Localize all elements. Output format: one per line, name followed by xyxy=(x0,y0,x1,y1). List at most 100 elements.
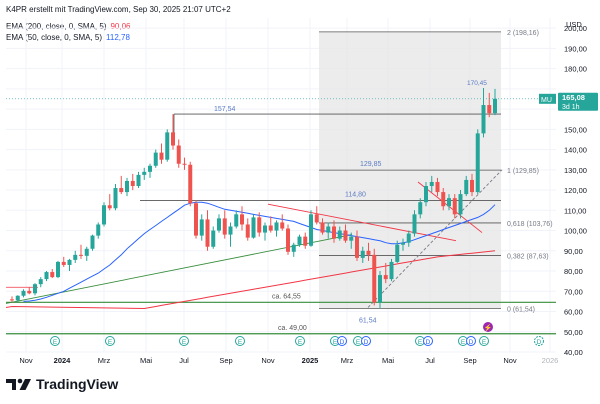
earnings-marker[interactable] xyxy=(479,336,489,346)
candle-body xyxy=(21,290,26,296)
candle-body xyxy=(470,179,474,193)
y-tick-label: 140,00 xyxy=(564,146,587,155)
candle-body xyxy=(395,244,400,262)
event-marker-label: E xyxy=(461,339,466,346)
tradingview-logo-icon xyxy=(6,378,31,390)
event-marker-label: E xyxy=(356,339,361,346)
support-label-4900: ca. 49,00 xyxy=(278,325,307,332)
candle-body xyxy=(142,171,147,175)
candle-body xyxy=(303,236,308,246)
candle-body xyxy=(429,181,434,187)
candle-body xyxy=(389,261,394,280)
candle-body xyxy=(487,105,492,114)
candle-body xyxy=(148,165,152,172)
candle-body xyxy=(245,224,250,238)
candle-body xyxy=(119,188,124,193)
candle-body xyxy=(182,163,187,165)
candle-body xyxy=(136,174,141,187)
candle-body xyxy=(401,242,405,245)
candle-body xyxy=(309,214,313,246)
split-event-icon[interactable] xyxy=(483,322,493,332)
candle-body xyxy=(406,233,411,243)
y-tick-label: 80,00 xyxy=(564,267,583,276)
earnings-marker[interactable] xyxy=(295,336,305,346)
candle-body xyxy=(326,226,331,233)
dividend-marker[interactable] xyxy=(423,336,433,346)
event-marker-label: E xyxy=(108,339,113,346)
x-tick-label: Sep xyxy=(219,356,232,365)
candle-body xyxy=(458,194,463,215)
candle-body xyxy=(493,98,497,114)
fibonacci-level-label: 0,382 (87,63) xyxy=(507,254,549,261)
tradingview-logo-text: TradingView xyxy=(36,376,119,392)
candle-body xyxy=(199,219,204,236)
price-tag-interval: 3d 1h xyxy=(562,104,580,111)
candle-body xyxy=(67,259,72,265)
candle-body xyxy=(286,228,290,252)
candle-body xyxy=(188,164,193,204)
candle-body xyxy=(355,236,359,258)
candle-body xyxy=(79,254,83,256)
candle-body xyxy=(113,188,118,209)
candle-body xyxy=(125,180,129,193)
ema50-legend[interactable]: EMA (50, close, 0, SMA, 5) 112,78 xyxy=(6,33,130,42)
y-tick-label: 60,00 xyxy=(564,308,583,317)
event-marker-label: D xyxy=(340,339,345,346)
x-tick-label: Nov xyxy=(503,356,517,365)
candle-body xyxy=(153,152,158,166)
candle-body xyxy=(84,248,89,256)
earnings-marker[interactable] xyxy=(105,336,115,346)
candle-body xyxy=(33,284,37,294)
y-tick-label: 150,00 xyxy=(564,125,587,134)
dividend-marker[interactable] xyxy=(466,336,476,346)
x-tick-label: 2025 xyxy=(302,356,319,365)
x-tick-label: 2024 xyxy=(54,356,72,365)
candle-body xyxy=(194,203,198,236)
level-label-11480: 114,80 xyxy=(345,192,366,199)
candle-body xyxy=(481,105,486,134)
low-annotation: 61,54 xyxy=(359,317,377,324)
ticker-tag[interactable] xyxy=(539,93,556,104)
event-marker-label: D xyxy=(364,339,369,346)
candle-body xyxy=(314,214,319,223)
x-tick-label: Mai xyxy=(382,356,394,365)
earnings-marker[interactable] xyxy=(534,336,544,346)
candle-body xyxy=(222,218,227,235)
event-marker-label: E xyxy=(182,339,187,346)
earnings-marker[interactable] xyxy=(50,336,60,346)
earnings-marker[interactable] xyxy=(179,336,189,346)
candle-body xyxy=(297,236,302,245)
fib-one-label: 129,85 xyxy=(360,161,382,168)
lightning-icon: ⚡ xyxy=(484,323,493,332)
candle-body xyxy=(234,214,239,227)
ema50-label: EMA (50, close, 0, SMA, 5) xyxy=(6,33,103,42)
fibonacci-level-label: 2 (198,16) xyxy=(507,30,539,37)
candle-body xyxy=(274,222,279,231)
candle-body xyxy=(360,250,365,258)
ema200-legend[interactable]: EMA (200, close, 0, SMA, 5) 90,06 xyxy=(6,22,131,31)
fibonacci-level-label: 1 (129,85) xyxy=(507,168,539,175)
candle-body xyxy=(165,132,170,160)
candle-body xyxy=(343,230,348,241)
candle-body xyxy=(107,205,112,209)
price-tag[interactable] xyxy=(558,92,598,111)
candle-body xyxy=(38,279,43,285)
event-marker-label: D xyxy=(469,339,474,346)
y-tick-label: 180,00 xyxy=(564,65,587,74)
event-marker-label: D xyxy=(537,339,542,346)
dividend-marker[interactable] xyxy=(361,336,371,346)
x-tick-label: Nov xyxy=(19,356,33,365)
dividend-marker[interactable] xyxy=(337,336,347,346)
x-tick-label: 2026 xyxy=(542,356,559,365)
candle-body xyxy=(27,290,32,294)
ema200-value: 90,06 xyxy=(110,22,131,31)
earnings-marker[interactable] xyxy=(235,336,245,346)
candle-body xyxy=(441,192,446,207)
x-tick-label: Mrz xyxy=(98,356,111,365)
event-marker-label: E xyxy=(333,339,338,346)
tradingview-logo[interactable]: TradingView xyxy=(6,376,118,392)
candle-body xyxy=(464,179,469,195)
ticker-tag-label: MU xyxy=(541,97,552,104)
candle-body xyxy=(268,225,273,231)
